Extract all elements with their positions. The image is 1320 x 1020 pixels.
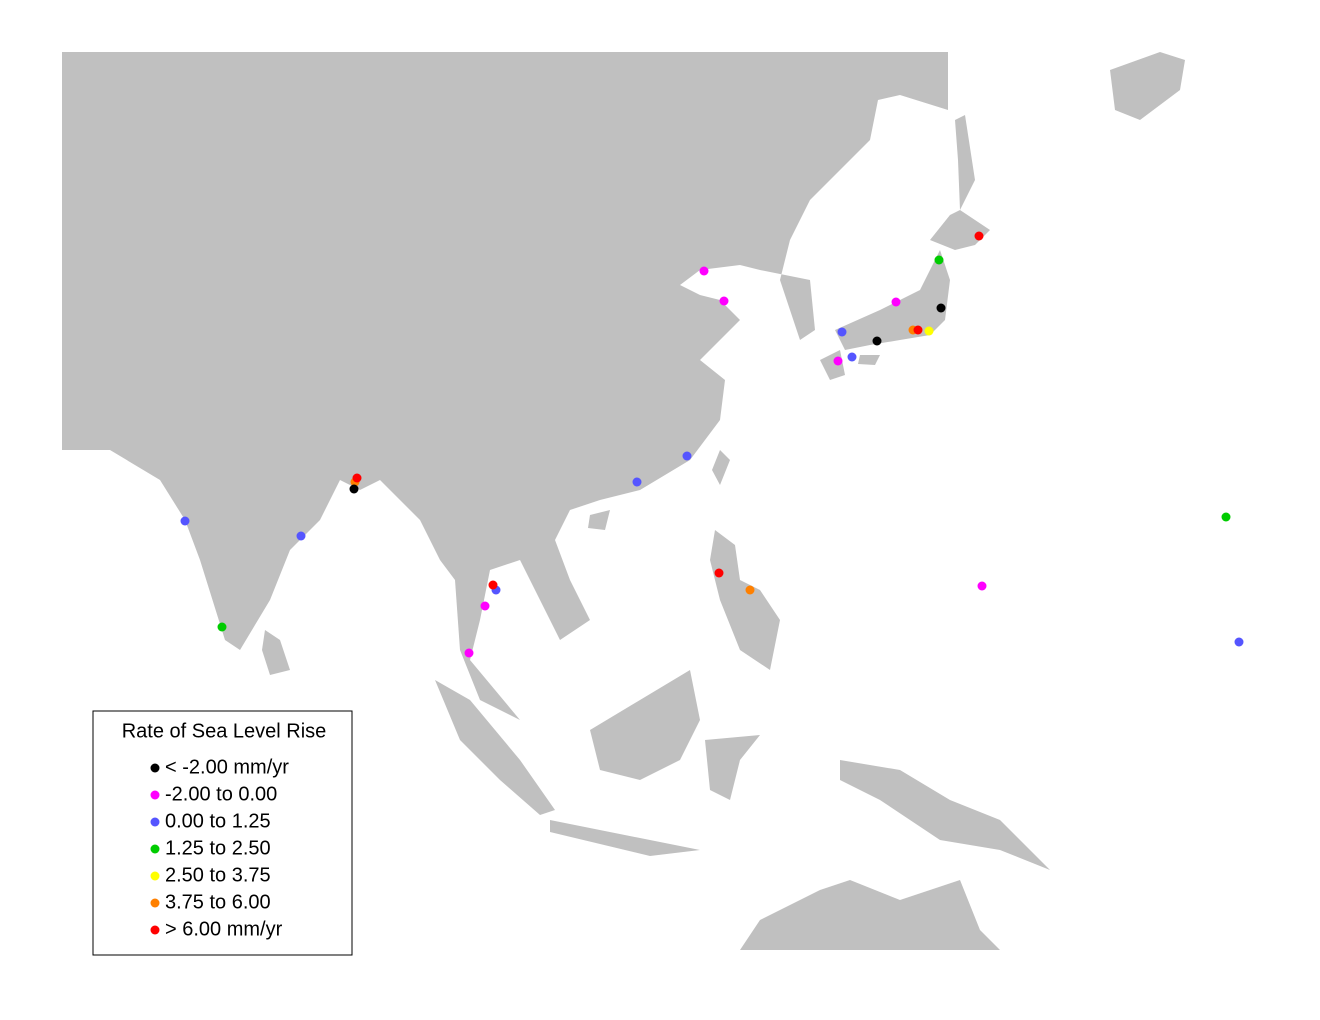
station-dot bbox=[296, 531, 306, 541]
hokkaido bbox=[930, 210, 990, 250]
new-guinea bbox=[840, 760, 1050, 870]
station-dot bbox=[488, 580, 498, 590]
sakhalin bbox=[955, 115, 975, 210]
kyushu bbox=[820, 350, 845, 380]
honshu bbox=[835, 250, 950, 350]
station-dot bbox=[833, 356, 843, 366]
station-dot bbox=[847, 352, 857, 362]
asia bbox=[62, 52, 948, 720]
station-dot bbox=[480, 601, 490, 611]
taiwan bbox=[712, 450, 730, 485]
sulawesi bbox=[705, 735, 760, 800]
station-dot bbox=[632, 477, 642, 487]
legend-swatch bbox=[150, 790, 160, 800]
legend-label: > 6.00 mm/yr bbox=[165, 918, 283, 940]
australia bbox=[740, 880, 1000, 950]
borneo bbox=[590, 670, 700, 780]
land bbox=[62, 52, 1185, 950]
legend-label: 1.25 to 2.50 bbox=[165, 837, 271, 859]
legend-label: 3.75 to 6.00 bbox=[165, 891, 271, 913]
sumatra bbox=[435, 680, 555, 815]
station-dot bbox=[352, 473, 362, 483]
legend-swatch bbox=[150, 898, 160, 908]
kamchatka bbox=[1110, 52, 1185, 120]
stations bbox=[180, 231, 1244, 658]
station-dot bbox=[934, 255, 944, 265]
legend-label: 2.50 to 3.75 bbox=[165, 864, 271, 886]
station-dot bbox=[745, 585, 755, 595]
legend-label: 0.00 to 1.25 bbox=[165, 810, 271, 832]
station-dot bbox=[1234, 637, 1244, 647]
station-dot bbox=[217, 622, 227, 632]
legend-swatch bbox=[150, 763, 160, 773]
legend: Rate of Sea Level Rise < -2.00 mm/yr -2.0… bbox=[92, 710, 353, 956]
station-dot bbox=[872, 336, 882, 346]
legend-box bbox=[92, 710, 353, 956]
station-dot bbox=[891, 297, 901, 307]
station-dot bbox=[974, 231, 984, 241]
sri-lanka bbox=[262, 630, 290, 675]
legend-swatch bbox=[150, 844, 160, 854]
station-dot bbox=[714, 568, 724, 578]
station-dot bbox=[699, 266, 709, 276]
java bbox=[550, 820, 700, 856]
station-dot bbox=[924, 326, 934, 336]
station-dot bbox=[977, 581, 987, 591]
legend-swatch bbox=[150, 817, 160, 827]
station-dot bbox=[837, 327, 847, 337]
legend-label: < -2.00 mm/yr bbox=[165, 756, 289, 778]
station-dot bbox=[180, 516, 190, 526]
legend-swatch bbox=[150, 925, 160, 935]
station-dot bbox=[936, 303, 946, 313]
station-dot bbox=[719, 296, 729, 306]
shikoku bbox=[858, 355, 880, 365]
hainan bbox=[588, 510, 610, 530]
station-dot bbox=[1221, 512, 1231, 522]
station-dot bbox=[349, 484, 359, 494]
station-dot bbox=[464, 648, 474, 658]
legend-label: -2.00 to 0.00 bbox=[165, 783, 277, 805]
philippines bbox=[710, 530, 780, 670]
legend-title: Rate of Sea Level Rise bbox=[122, 720, 327, 742]
station-dot bbox=[913, 325, 923, 335]
station-dot bbox=[682, 451, 692, 461]
legend-swatch bbox=[150, 871, 160, 881]
